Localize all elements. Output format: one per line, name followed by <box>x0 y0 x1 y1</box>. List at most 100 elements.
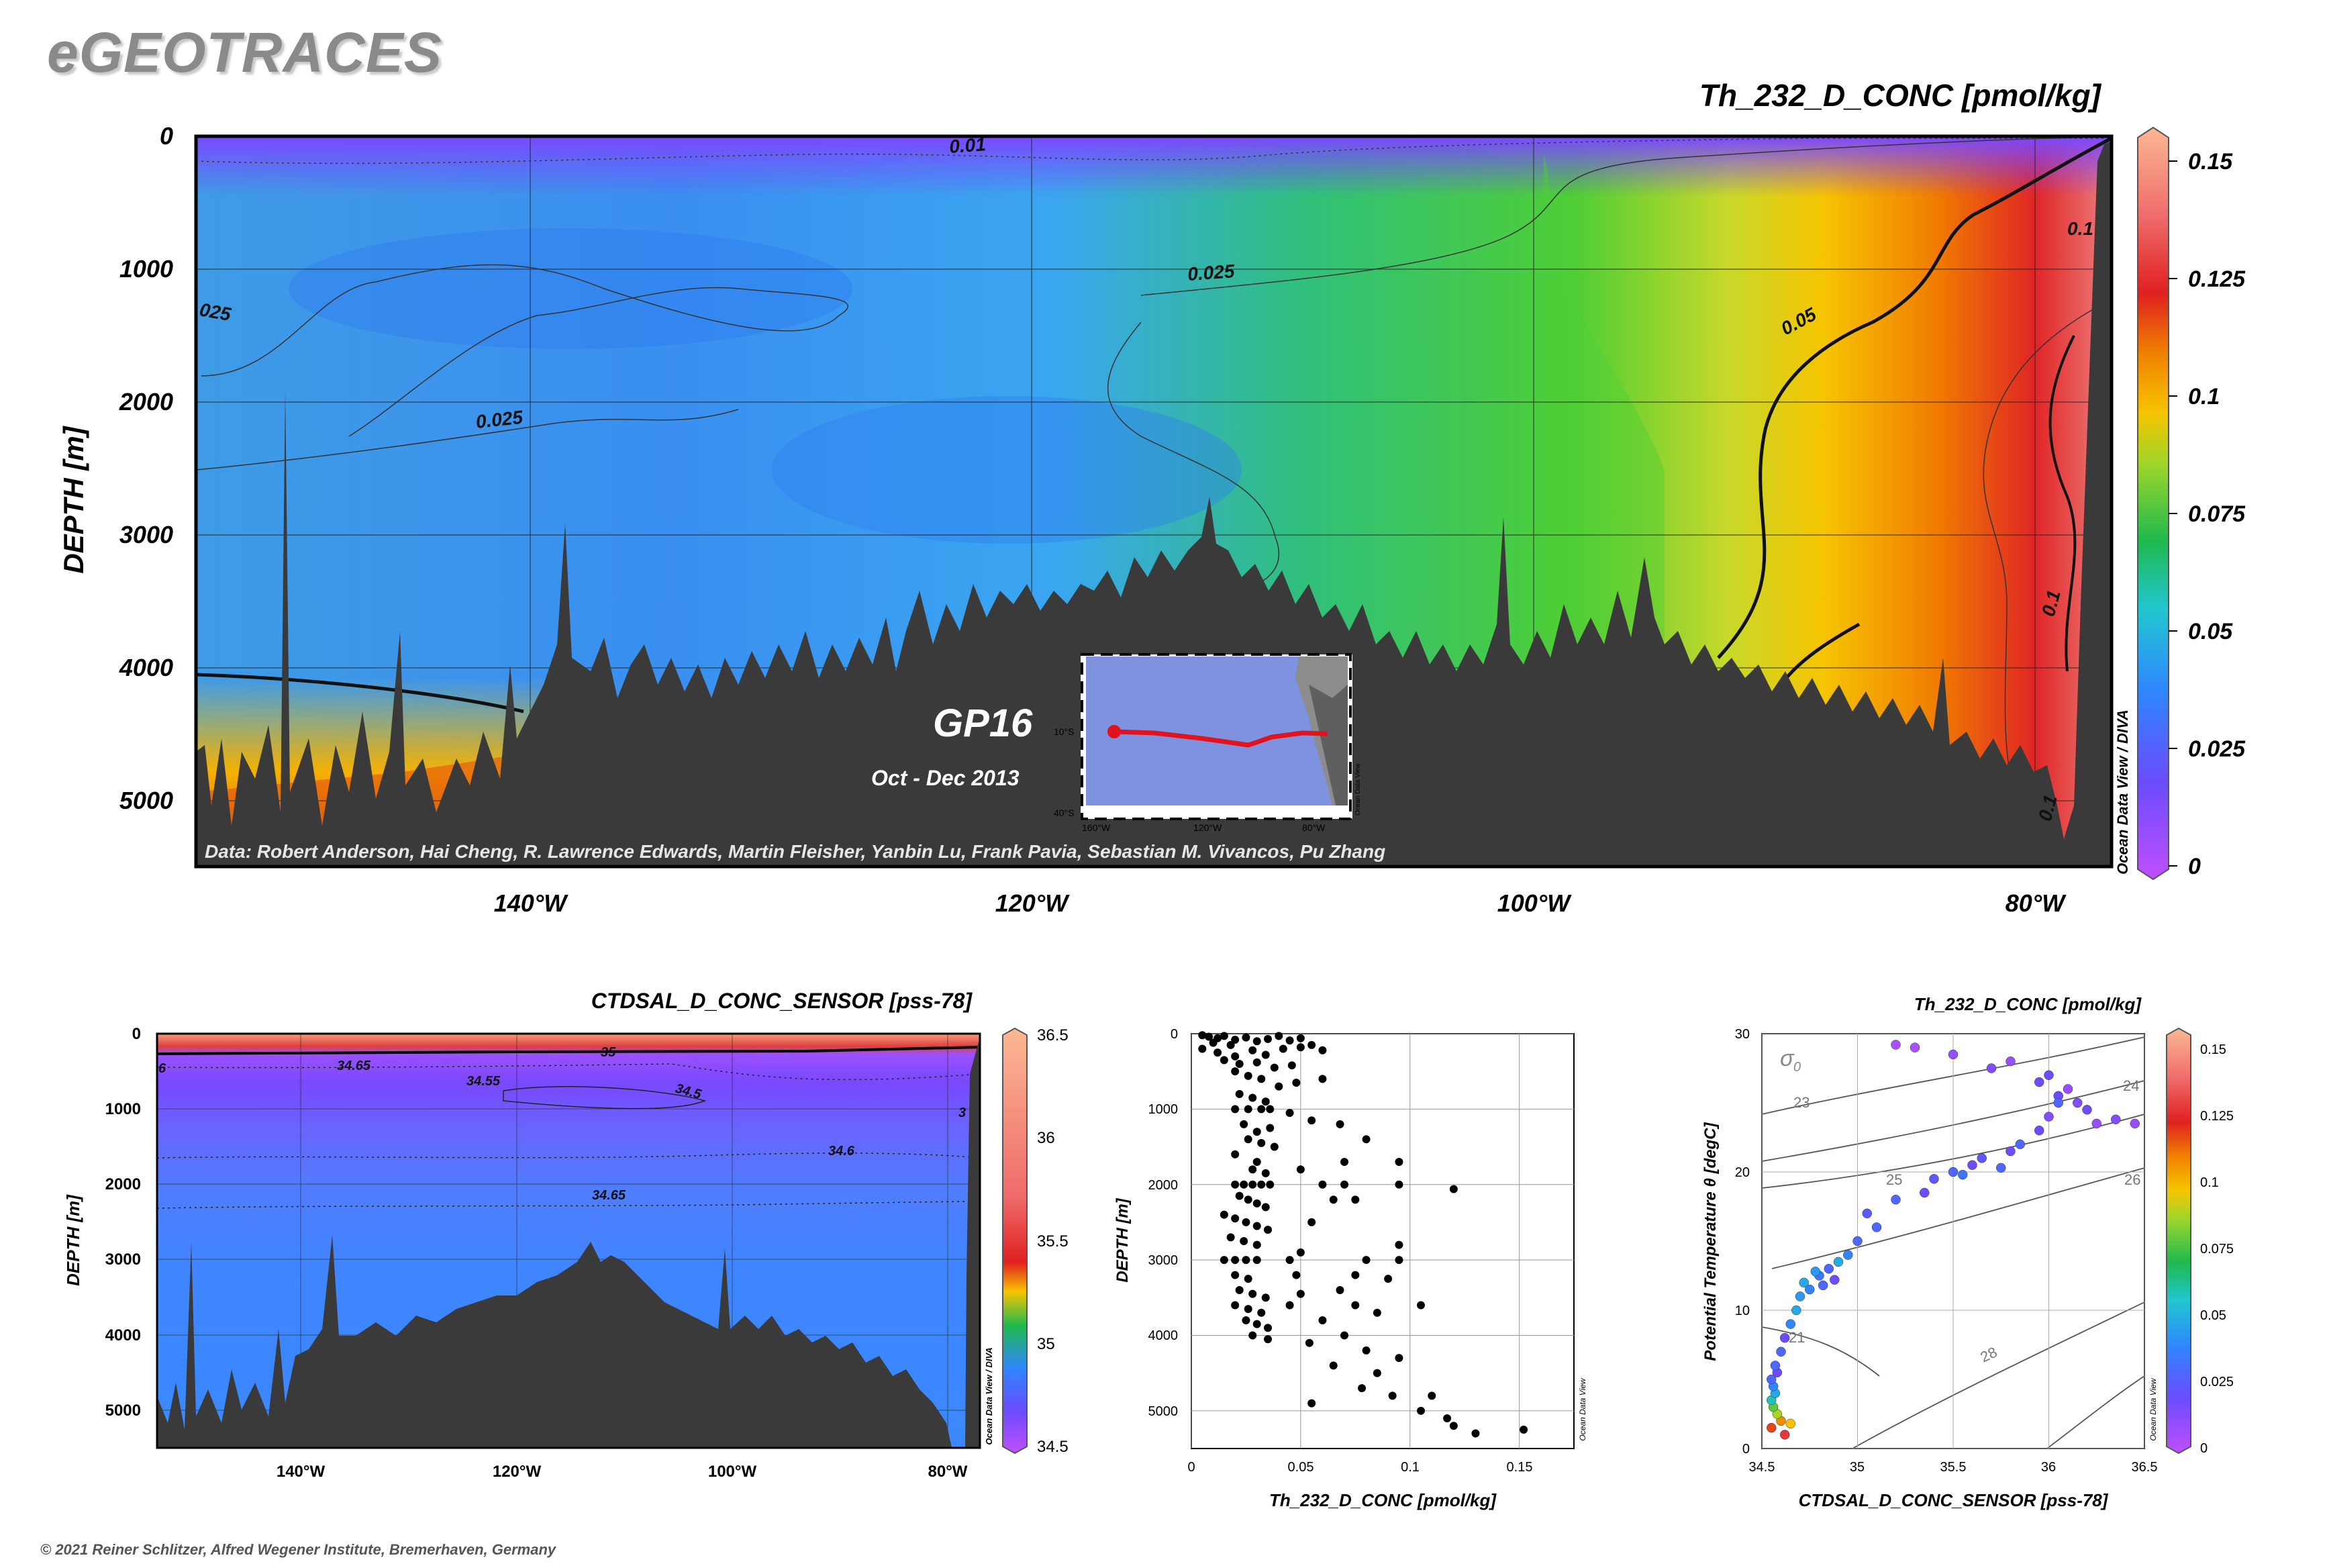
profile-point <box>1296 1043 1305 1052</box>
isopycnal-label: 26 <box>2124 1171 2140 1188</box>
profile-point <box>1336 1286 1344 1295</box>
profile-point <box>1214 1048 1222 1057</box>
ts-point <box>1795 1291 1805 1302</box>
profile-point <box>1384 1275 1393 1283</box>
profile-point <box>1292 1271 1301 1279</box>
ts-colorbar-body <box>2166 1027 2191 1455</box>
main-y-tick-label: 2000 <box>119 388 173 415</box>
profile-point <box>1362 1135 1371 1144</box>
ts-point <box>1779 1332 1790 1343</box>
profile-point <box>1231 1067 1240 1076</box>
colorbar-tick-label: 0.15 <box>2188 149 2233 175</box>
profile-x-tick-label: 0.15 <box>1507 1460 1533 1475</box>
copyright-footer: © 2021 Reiner Schlitzer, Alfred Wegener … <box>40 1541 556 1558</box>
ts-point <box>2006 1146 2016 1157</box>
profile-point <box>1292 1079 1301 1087</box>
ts-colorbar-tick-label: 0 <box>2200 1441 2208 1456</box>
profile-y-tick-label: 5000 <box>1148 1404 1179 1419</box>
main-x-tick-label: 140°W <box>494 889 568 917</box>
ts-point <box>2053 1097 2063 1108</box>
profile-point <box>1252 1199 1261 1208</box>
profile-point <box>1235 1059 1244 1068</box>
ts-point <box>2034 1077 2044 1087</box>
sal-contour-label: 34.65 <box>592 1188 626 1203</box>
profile-point <box>1244 1071 1252 1080</box>
profile-point <box>1248 1331 1257 1340</box>
profile-point <box>1226 1040 1235 1049</box>
ts-point <box>2111 1114 2121 1124</box>
ts-chart-title: Th_232_D_CONC [pmol/kg] <box>1914 994 2142 1014</box>
profile-point <box>1307 1218 1316 1226</box>
profile-point <box>1252 1058 1261 1067</box>
ts-point <box>1776 1346 1786 1357</box>
sal-side-label: Ocean Data View / DIVA <box>984 1347 994 1444</box>
sal-x-tick-label: 80°W <box>928 1463 968 1481</box>
inset-lon-label: 160°W <box>1082 822 1111 833</box>
profile-point <box>1244 1135 1252 1144</box>
sigma-subscript: 0 <box>1793 1060 1801 1075</box>
profile-scatter-plot: 0 1000 2000 3000 4000 5000 0 0.05 0.1 0.… <box>1113 1027 1587 1510</box>
ts-colorbar-tick-label: 0.075 <box>2200 1242 2234 1257</box>
main-y-axis-label: DEPTH [m] <box>58 425 89 573</box>
profile-y-axis-label: DEPTH [m] <box>1113 1197 1132 1282</box>
profile-y-tick-label: 3000 <box>1148 1253 1179 1268</box>
sal-colorbar-tick-label: 36 <box>1037 1129 1055 1147</box>
profile-point <box>1520 1425 1528 1434</box>
ts-y-tick-label: 20 <box>1735 1165 1750 1180</box>
ts-point <box>2044 1112 2054 1122</box>
profile-point <box>1362 1256 1371 1265</box>
inset-map: 10°S 40°S 160°W 120°W 80°W Ocean Data Vi… <box>1054 653 1362 833</box>
sigma-symbol: σ <box>1780 1046 1795 1071</box>
sal-contour-labels: 34.65 34.55 34.5 34.6 34.65 35 3 6 <box>158 1045 966 1203</box>
profile-point <box>1231 1271 1240 1279</box>
contour-label: 0.1 <box>2067 218 2093 239</box>
inset-lat-label: 40°S <box>1054 807 1075 818</box>
profile-point <box>1242 1218 1250 1226</box>
profile-point <box>1220 1032 1228 1040</box>
ts-x-tick-label: 36 <box>2041 1460 2056 1475</box>
cruise-start-marker <box>1107 725 1121 738</box>
profile-point <box>1296 1165 1305 1174</box>
isopycnal-label: 24 <box>2123 1077 2139 1094</box>
sal-colorbar-body <box>1002 1027 1028 1455</box>
main-surface-layer <box>196 136 2112 197</box>
profile-point <box>1279 1044 1287 1053</box>
colorbar-tick-label: 0.05 <box>2188 619 2233 644</box>
profile-point <box>1318 1046 1327 1055</box>
section-label: GP16 <box>933 701 1033 745</box>
main-y-tick-label: 5000 <box>119 787 173 814</box>
ts-side-label: Ocean Data View <box>2148 1377 2158 1440</box>
main-low-patch-center <box>772 396 1242 544</box>
sal-contour-label: 6 <box>158 1061 166 1076</box>
profile-y-axis: 0 1000 2000 3000 4000 5000 <box>1148 1027 1179 1419</box>
ts-x-tick-label: 34.5 <box>1749 1460 1775 1475</box>
ts-point <box>1862 1208 1872 1219</box>
ts-point <box>1948 1049 1959 1060</box>
ts-point <box>2063 1084 2073 1094</box>
ts-point <box>2044 1070 2054 1081</box>
profile-point <box>1264 1034 1272 1043</box>
ts-isopycnals <box>1761 1036 2145 1449</box>
ts-point <box>1929 1174 1939 1184</box>
sal-seafloor <box>157 1235 952 1448</box>
profile-point <box>1231 1256 1240 1265</box>
profile-point <box>1428 1391 1436 1400</box>
sal-x-tick-label: 140°W <box>277 1463 326 1481</box>
main-contours <box>196 136 2112 793</box>
profile-point <box>1373 1369 1381 1377</box>
profile-point <box>1198 1044 1207 1053</box>
profile-point <box>1261 1097 1270 1106</box>
profile-point <box>1257 1138 1266 1147</box>
logo: eGEOTRACES <box>47 21 442 84</box>
contour-label: 0.025 <box>1187 260 1235 285</box>
ts-colorbar-tick-label: 0.125 <box>2200 1109 2234 1124</box>
ts-point <box>2015 1139 2025 1150</box>
profile-point <box>1231 1105 1240 1114</box>
profile-point <box>1388 1391 1397 1400</box>
sal-y-axis-label: DEPTH [m] <box>63 1194 83 1286</box>
main-seafloor <box>196 141 2112 867</box>
profile-point <box>1261 1050 1270 1059</box>
ts-point <box>1948 1167 1959 1177</box>
sal-colorbar-tick-label: 35 <box>1037 1335 1055 1353</box>
inset-lon-label: 120°W <box>1193 822 1222 833</box>
